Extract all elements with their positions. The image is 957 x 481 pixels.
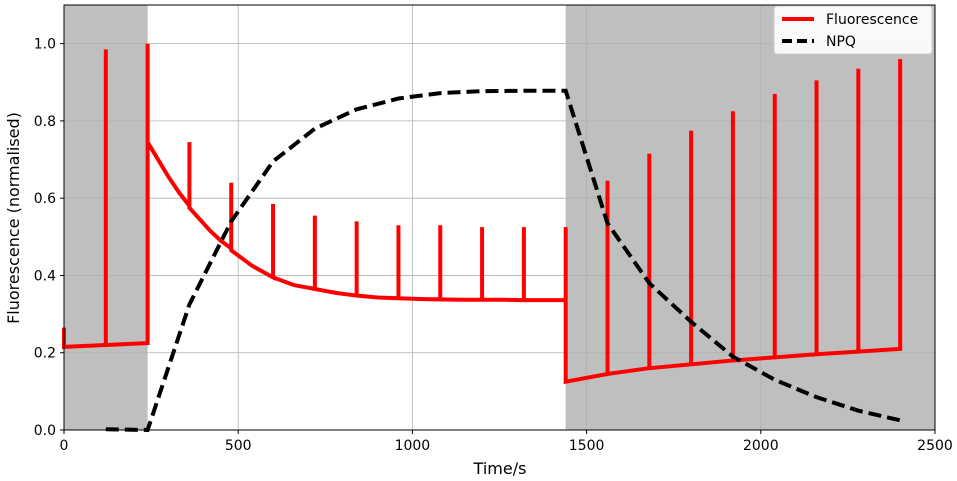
x-tick-label: 1500 xyxy=(569,438,605,454)
x-tick-label: 2000 xyxy=(743,438,779,454)
plot-frame xyxy=(63,4,936,431)
legend: Fluorescence NPQ xyxy=(773,5,933,55)
y-axis-ticks: 0.0 0.2 0.4 0.6 0.8 1.0 xyxy=(34,37,64,439)
shaded-regions xyxy=(64,5,935,430)
x-axis-ticks: 0 500 1000 1500 2000 2500 xyxy=(60,430,953,454)
y-tick-label: 1.0 xyxy=(34,37,56,53)
y-tick-label: 0.4 xyxy=(34,268,56,284)
x-axis-label: Time/s xyxy=(473,459,527,478)
y-tick-label: 0.6 xyxy=(34,191,56,207)
legend-label-npq: NPQ xyxy=(826,34,856,50)
series-layer xyxy=(62,43,903,433)
y-axis-label: Fluorescence (normalised) xyxy=(4,112,23,324)
y-tick-label: 0.2 xyxy=(34,346,56,362)
y-tick-label: 0.0 xyxy=(34,423,56,439)
fluorescence-series-line xyxy=(62,43,903,385)
x-tick-label: 500 xyxy=(225,438,252,454)
x-tick-label: 2500 xyxy=(917,438,953,454)
legend-label-fluorescence: Fluorescence xyxy=(826,12,918,28)
y-tick-label: 0.8 xyxy=(34,114,56,130)
x-tick-label: 0 xyxy=(60,438,69,454)
npq-series-line xyxy=(105,88,901,433)
x-tick-label: 1000 xyxy=(395,438,431,454)
